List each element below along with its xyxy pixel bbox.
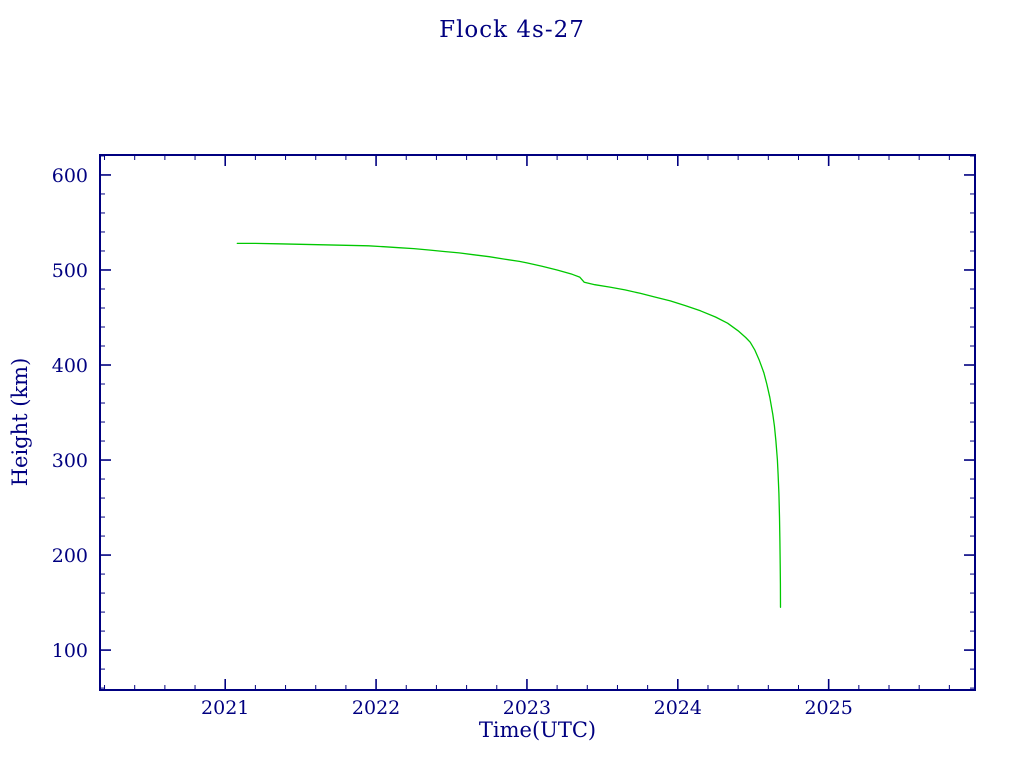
- chart-title: Flock 4s-27: [439, 17, 585, 43]
- x-tick-label: 2022: [352, 697, 400, 719]
- y-tick-label: 300: [52, 450, 88, 472]
- y-tick-label: 500: [52, 260, 88, 282]
- plot-frame: [99, 154, 976, 691]
- y-tick-label: 600: [52, 165, 88, 187]
- x-tick-label: 2021: [201, 697, 249, 719]
- y-tick-label: 400: [52, 355, 88, 377]
- y-tick-label: 200: [52, 545, 88, 567]
- x-tick-label: 2024: [654, 697, 702, 719]
- x-tick-label: 2023: [503, 697, 551, 719]
- data-line: [236, 242, 782, 608]
- x-tick-label: 2025: [804, 697, 852, 719]
- x-axis-label: Time(UTC): [478, 718, 597, 742]
- y-tick-label: 100: [52, 640, 88, 662]
